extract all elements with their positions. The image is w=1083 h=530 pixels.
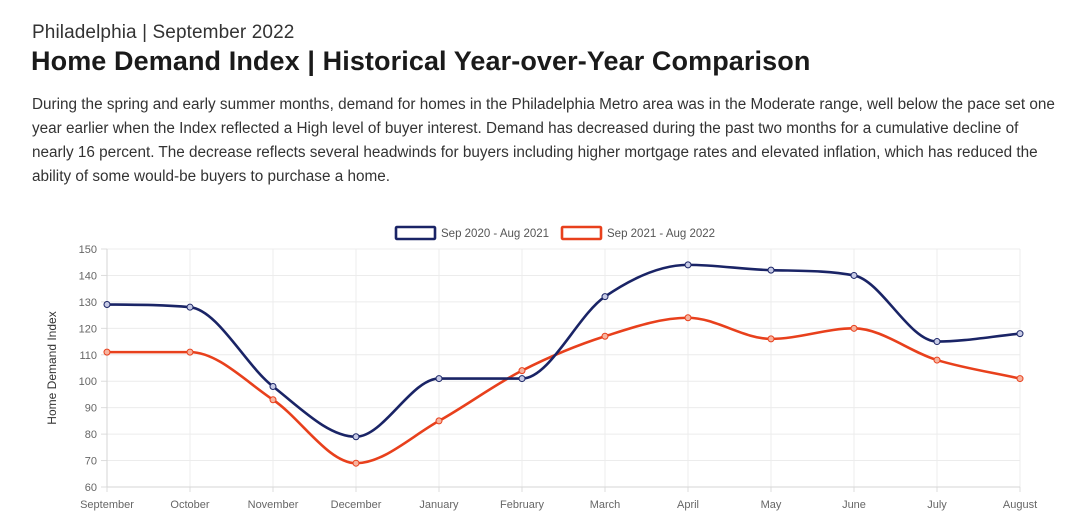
data-point-series-1 — [518, 375, 526, 383]
data-point-series-1 — [684, 261, 692, 269]
data-point-series-1 — [933, 338, 941, 346]
y-tick-label: 110 — [79, 350, 97, 362]
data-point-series-2 — [850, 324, 858, 332]
x-tick-label: June — [842, 499, 866, 511]
y-tick-label: 60 — [85, 482, 97, 494]
y-tick-label: 100 — [79, 376, 97, 388]
x-tick-label: March — [590, 499, 621, 511]
data-point-series-1 — [850, 271, 858, 279]
data-point-series-2 — [186, 348, 194, 356]
data-point-series-2 — [767, 335, 775, 343]
series-line-1 — [105, 263, 1022, 439]
y-tick-label: 130 — [79, 297, 97, 309]
y-tick-label: 80 — [85, 429, 97, 441]
legend-label-1: Sep 2020 - Aug 2021 — [441, 228, 549, 240]
x-tick-label: July — [927, 499, 947, 511]
legend-swatch-1 — [394, 225, 437, 241]
y-tick-label: 120 — [79, 323, 97, 335]
y-axis-label: Home Demand Index — [45, 311, 59, 424]
x-tick-label: January — [419, 499, 459, 511]
page-subtitle: Philadelphia | September 2022 — [32, 22, 295, 43]
x-tick-label: May — [761, 499, 782, 511]
data-point-series-2 — [518, 367, 526, 375]
y-tick-label: 140 — [79, 270, 97, 282]
data-point-series-2 — [601, 332, 609, 340]
x-tick-label: December — [331, 499, 382, 511]
legend-swatch-2 — [560, 225, 603, 241]
x-tick-label: August — [1003, 499, 1037, 511]
data-point-series-2 — [684, 314, 692, 322]
x-tick-label: October — [170, 499, 209, 511]
data-point-series-1 — [435, 375, 443, 383]
data-point-series-2 — [103, 348, 111, 356]
data-point-series-1 — [767, 266, 775, 274]
data-point-series-1 — [601, 293, 609, 301]
data-point-series-2 — [352, 459, 360, 467]
series-line-2 — [105, 316, 1022, 465]
x-tick-label: September — [80, 499, 134, 511]
page-title: Home Demand Index | Historical Year-over… — [31, 46, 811, 76]
data-point-series-1 — [1016, 330, 1024, 338]
data-point-series-1 — [352, 433, 360, 441]
data-point-series-1 — [103, 301, 111, 309]
data-point-series-2 — [1016, 375, 1024, 383]
x-tick-label: February — [500, 499, 545, 511]
legend-label-2: Sep 2021 - Aug 2022 — [607, 228, 715, 240]
y-tick-label: 70 — [85, 456, 97, 468]
y-tick-label: 90 — [85, 403, 97, 415]
data-point-series-2 — [269, 396, 277, 404]
data-point-series-2 — [435, 417, 443, 425]
y-tick-label: 150 — [79, 244, 97, 256]
data-point-series-1 — [186, 303, 194, 311]
data-point-series-1 — [269, 383, 277, 391]
page-description: During the spring and early summer month… — [32, 96, 1055, 185]
x-tick-label: November — [248, 499, 299, 511]
data-point-series-2 — [933, 356, 941, 364]
x-tick-label: April — [677, 499, 699, 511]
